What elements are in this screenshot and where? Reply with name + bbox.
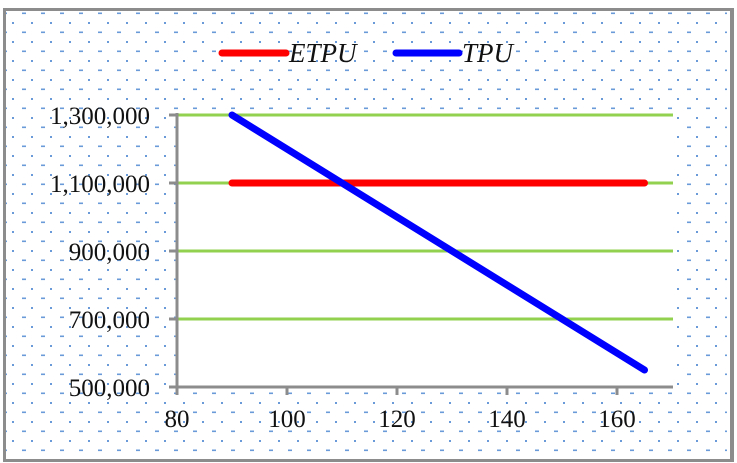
- series-line-tpu: [228, 111, 648, 374]
- x-tick-label: 160: [598, 406, 636, 433]
- legend-label: TPU: [462, 38, 515, 68]
- y-tick-label: 1,100,000: [50, 171, 150, 198]
- legend-label: ETPU: [288, 38, 358, 68]
- y-axis-tick-labels: 500,000 700,000 900,000 1,100,000 1,300,000: [50, 103, 150, 402]
- y-tick-label: 500,000: [69, 375, 150, 402]
- series-lines: [228, 111, 648, 374]
- legend-item-tpu: TPU: [392, 38, 515, 68]
- x-tick-label: 140: [488, 406, 526, 433]
- axes: [169, 113, 673, 395]
- x-axis-tick-labels: 80 100 120 140 160: [165, 406, 636, 433]
- y-tick-label: 900,000: [69, 239, 150, 266]
- legend-item-etpu: ETPU: [218, 38, 358, 68]
- legend: ETPU TPU: [218, 38, 515, 68]
- y-tick-label: 700,000: [69, 307, 150, 334]
- x-tick-label: 100: [268, 406, 306, 433]
- y-tick-label: 1,300,000: [50, 103, 150, 130]
- x-tick-label: 80: [165, 406, 190, 433]
- x-tick-label: 120: [378, 406, 416, 433]
